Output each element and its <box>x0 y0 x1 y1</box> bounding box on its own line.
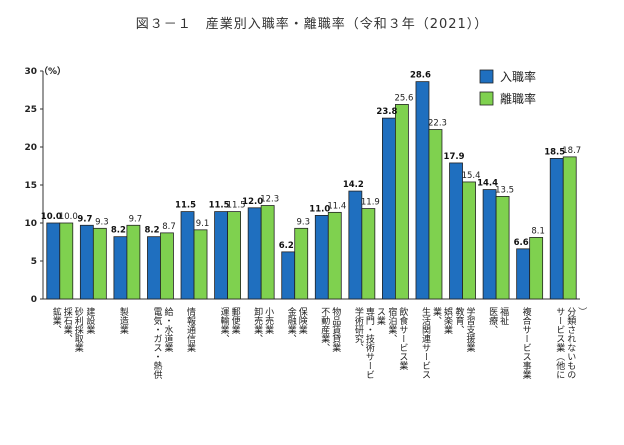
bar-separation-rate <box>562 156 577 300</box>
data-label-separation-rate: 18.7 <box>562 146 581 156</box>
bar-separation-rate <box>126 224 141 300</box>
category-label: 医療、福祉 <box>487 306 509 334</box>
data-label-separation-rate: 25.6 <box>394 93 413 103</box>
bar-entry-rate <box>516 248 531 300</box>
data-label-entry-rate: 11.0 <box>309 204 330 214</box>
data-label-entry-rate: 6.6 <box>514 238 529 248</box>
category-label: 複合サービス事業 <box>521 306 532 380</box>
category-label: 教育、学習支援業 <box>454 306 476 353</box>
bar-separation-rate <box>160 232 174 300</box>
bar-entry-rate <box>113 236 128 300</box>
category-label: 情報通信業 <box>185 306 196 353</box>
data-label-separation-rate: 8.1 <box>531 226 545 236</box>
category-label: 宿泊業、飲食サービス業 <box>386 306 408 371</box>
category-label: 建設業 <box>84 306 95 335</box>
data-label-entry-rate: 8.2 <box>144 226 159 236</box>
bar-separation-rate <box>327 211 342 300</box>
data-label-separation-rate: 12.3 <box>260 195 279 205</box>
data-label-entry-rate: 28.6 <box>410 71 431 81</box>
y-tick-label: 0 <box>31 295 37 305</box>
data-label-separation-rate: 11.4 <box>327 201 346 211</box>
bar-separation-rate <box>395 104 409 300</box>
category-label: 鉱業、採石業、砂利採取業 <box>51 306 84 353</box>
data-label-separation-rate: 8.7 <box>162 222 176 232</box>
data-label-entry-rate: 14.4 <box>477 179 498 189</box>
value-labels: 10.010.0 9.7 9.38.29.78.2 8.711.59.111.511.… <box>41 71 581 251</box>
data-label-separation-rate: 9.3 <box>95 217 109 227</box>
bar-separation-rate <box>92 227 107 300</box>
data-label-entry-rate: 18.5 <box>544 147 565 157</box>
bar-entry-rate <box>79 224 94 300</box>
data-label-entry-rate: 10.0 <box>41 212 62 222</box>
category-label: 製造業 <box>118 306 129 335</box>
data-label-separation-rate: 9.7 <box>129 214 143 224</box>
bar-entry-rate <box>382 117 396 300</box>
data-label-separation-rate: 10.0 <box>59 212 78 222</box>
y-tick-label: 20 <box>24 143 37 153</box>
legend-swatch-separation-rate <box>479 91 494 106</box>
data-label-separation-rate: 11.5 <box>227 201 246 211</box>
data-label-entry-rate: 23.8 <box>376 107 397 117</box>
bar-separation-rate <box>59 222 74 300</box>
y-tick-label: 25 <box>24 105 37 115</box>
legend-label-separation-rate: 離職率 <box>500 91 536 106</box>
bar-separation-rate <box>361 208 376 300</box>
bar-entry-rate <box>46 222 61 300</box>
bar-separation-rate <box>193 229 208 300</box>
category-label: 金融業、保険業 <box>286 306 308 343</box>
data-label-entry-rate: 9.7 <box>77 214 92 224</box>
bar-separation-rate <box>294 227 309 300</box>
category-label: 生活関連サービス業、娯楽業 <box>420 306 453 379</box>
data-label-separation-rate: 13.5 <box>495 185 514 195</box>
legend-swatch-entry-rate <box>479 69 494 84</box>
category-label: 卸売業、小売業 <box>252 306 274 343</box>
data-label-entry-rate: 17.9 <box>444 152 465 162</box>
bar-separation-rate <box>529 237 544 300</box>
bar-entry-rate <box>314 214 329 300</box>
y-tick-label: 5 <box>31 257 37 267</box>
category-labels: 鉱業、採石業、砂利採取業 建設業 製造業 電気・ガス・熱供給・水道業 情報通信業 運輸業、… <box>51 306 587 380</box>
bar-separation-rate <box>227 211 241 300</box>
category-label: 不動産業、物品賃貸業 <box>319 306 341 353</box>
category-label: 電気・ガス・熱供給・水道業 <box>151 306 173 380</box>
y-tick-label: 15 <box>24 181 37 191</box>
data-label-entry-rate: 11.5 <box>209 201 230 211</box>
data-label-entry-rate: 12.0 <box>242 197 263 207</box>
legend-label-entry-rate: 入職率 <box>500 69 536 84</box>
bar-entry-rate <box>214 211 228 300</box>
bar-entry-rate <box>281 251 296 300</box>
y-tick-label: 10 <box>24 219 37 229</box>
data-label-entry-rate: 8.2 <box>111 226 126 236</box>
category-label: 学術研究、専門・技術サービス業 <box>353 306 386 379</box>
bar-entry-rate <box>482 189 497 300</box>
y-axis-label: （%） <box>39 66 66 77</box>
data-label-separation-rate: 9.3 <box>296 217 310 227</box>
bar-entry-rate <box>247 207 262 300</box>
bar-entry-rate <box>415 81 430 300</box>
bar-entry-rate <box>449 162 463 300</box>
bar-entry-rate <box>180 211 195 300</box>
bar-separation-rate <box>260 205 275 300</box>
chart-title: 図３－１ 産業別入職率・離職率（令和３年（2021）） <box>135 17 489 32</box>
y-tick-label: 30 <box>24 67 37 77</box>
data-label-entry-rate: 11.5 <box>175 201 196 211</box>
data-label-separation-rate: 11.9 <box>361 198 380 208</box>
data-label-separation-rate: 9.1 <box>196 219 210 229</box>
category-label: 運輸業、郵便業 <box>219 306 241 343</box>
data-label-entry-rate: 6.2 <box>279 241 294 251</box>
bar-entry-rate <box>549 157 564 300</box>
bar-entry-rate <box>147 236 161 300</box>
bar-separation-rate <box>495 195 510 300</box>
bar-separation-rate <box>428 129 443 300</box>
bars <box>46 81 577 300</box>
bar-separation-rate <box>462 181 476 300</box>
data-label-entry-rate: 14.2 <box>343 180 364 190</box>
data-label-separation-rate: 22.3 <box>428 119 447 129</box>
category-label: サービス業（他に分類されないもの） <box>554 307 587 379</box>
data-label-separation-rate: 15.4 <box>462 171 481 181</box>
